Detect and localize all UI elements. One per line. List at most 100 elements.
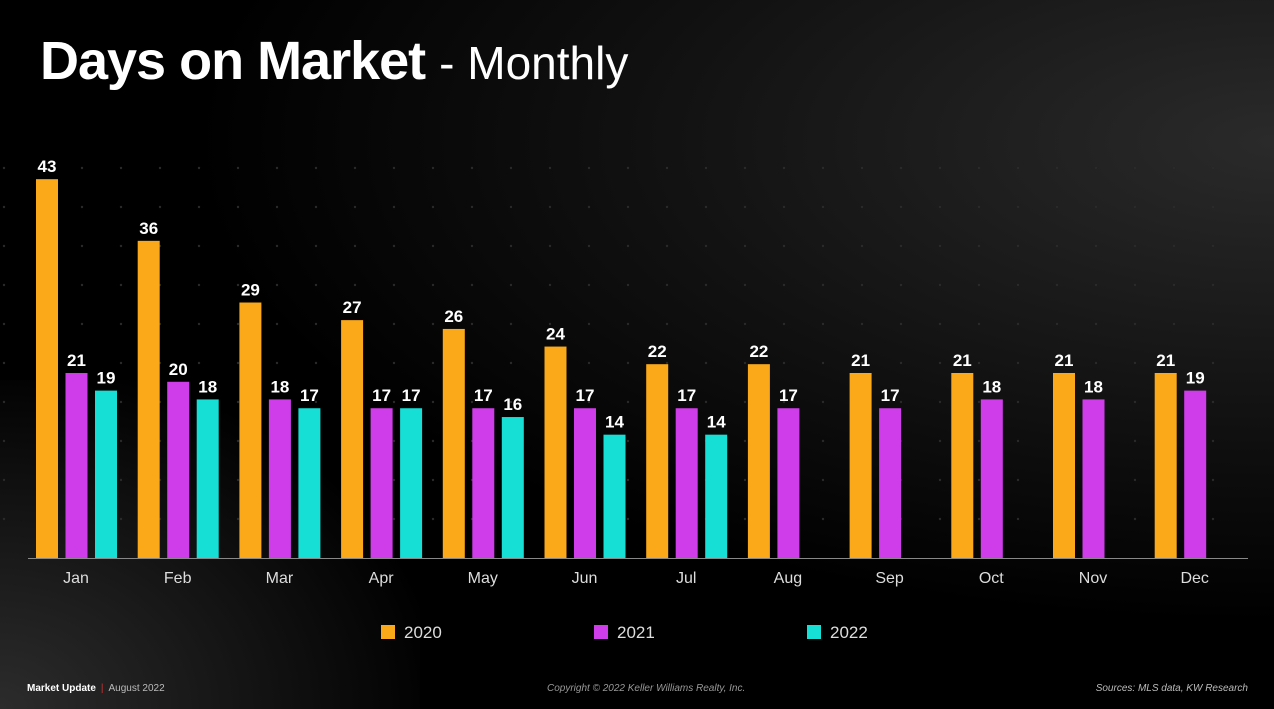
grid-dot [938, 517, 942, 521]
data-label: 21 [851, 351, 870, 370]
grid-dot [1133, 283, 1137, 287]
x-tick-label: Apr [369, 570, 395, 587]
bar-2021-mar [268, 399, 291, 558]
grid-dot [1172, 166, 1176, 170]
grid-dot [938, 400, 942, 404]
bar-2020-jan [36, 179, 58, 559]
grid-dot [704, 205, 708, 209]
grid-dot [782, 283, 786, 287]
grid-dot [2, 400, 6, 404]
grid-dot [1055, 322, 1059, 326]
grid-dot [509, 361, 513, 365]
grid-dot [314, 244, 318, 248]
data-label: 21 [1055, 351, 1074, 370]
x-tick-label: Jul [676, 570, 696, 587]
grid-dot [392, 244, 396, 248]
grid-dot [314, 361, 318, 365]
grid-dot [392, 439, 396, 443]
legend-label-2022: 2022 [830, 623, 868, 642]
grid-dot [431, 439, 435, 443]
grid-dot [2, 478, 6, 482]
grid-dot [899, 283, 903, 287]
grid-dot [119, 283, 123, 287]
grid-dot [509, 244, 513, 248]
grid-dot [197, 244, 201, 248]
grid-dot [938, 478, 942, 482]
grid-dot [353, 205, 357, 209]
grid-dot [80, 283, 84, 287]
bar-2020-apr [341, 320, 364, 558]
legend-label-2020: 2020 [404, 623, 442, 642]
grid-dot [938, 205, 942, 209]
grid-dot [392, 400, 396, 404]
grid-dot [548, 322, 552, 326]
grid-dot [2, 166, 6, 170]
grid-dot [1016, 400, 1020, 404]
grid-dot [392, 283, 396, 287]
grid-dot [431, 478, 435, 482]
grid-dot [782, 244, 786, 248]
grid-dot [821, 478, 825, 482]
grid-dot [1133, 166, 1137, 170]
grid-dot [1094, 283, 1098, 287]
grid-dot [1055, 283, 1059, 287]
grid-dot [197, 283, 201, 287]
bar-2020-mar [239, 302, 262, 558]
grid-dot [1211, 478, 1215, 482]
data-label: 17 [881, 386, 900, 405]
footer-brand: Market Update [27, 683, 96, 694]
grid-dot [1211, 283, 1215, 287]
grid-dot [782, 322, 786, 326]
grid-dot [899, 205, 903, 209]
grid-dot [392, 166, 396, 170]
grid-dot [431, 166, 435, 170]
grid-dot [743, 439, 747, 443]
grid-dot [509, 283, 513, 287]
grid-dot [704, 361, 708, 365]
grid-dot [1211, 244, 1215, 248]
grid-dot [977, 478, 981, 482]
grid-dot [665, 244, 669, 248]
grid-dot [236, 478, 240, 482]
grid-dot [743, 400, 747, 404]
grid-dot [1094, 322, 1098, 326]
grid-dot [431, 517, 435, 521]
footer-date: August 2022 [108, 683, 165, 694]
grid-dot [1055, 166, 1059, 170]
grid-dot [236, 439, 240, 443]
grid-dot [548, 244, 552, 248]
grid-dot [782, 205, 786, 209]
grid-dot [509, 400, 513, 404]
bar-2020-may [442, 328, 465, 558]
data-label: 17 [779, 386, 798, 405]
bar-2020-oct [951, 372, 974, 558]
grid-dot [587, 400, 591, 404]
grid-dot [1172, 322, 1176, 326]
grid-dot [80, 166, 84, 170]
x-tick-label: Oct [979, 570, 1004, 587]
grid-dot [236, 205, 240, 209]
grid-dot [626, 322, 630, 326]
grid-dot [821, 517, 825, 521]
bar-2020-jun [544, 346, 567, 558]
footer-sources: Sources: MLS data, KW Research [1095, 683, 1248, 694]
x-tick-label: Feb [164, 570, 192, 587]
bar-2022-apr [400, 408, 423, 558]
grid-dot [197, 205, 201, 209]
grid-dot [782, 361, 786, 365]
bar-2020-nov [1053, 372, 1075, 558]
data-label: 14 [707, 413, 726, 432]
legend-label-2021: 2021 [617, 623, 655, 642]
grid-dot [587, 322, 591, 326]
grid-dot [821, 283, 825, 287]
grid-dot [1172, 205, 1176, 209]
grid-dot [977, 322, 981, 326]
grid-dot [1016, 478, 1020, 482]
grid-dot [860, 322, 864, 326]
grid-dot [860, 205, 864, 209]
grid-dot [119, 400, 123, 404]
grid-dot [704, 400, 708, 404]
grid-dot [1172, 361, 1176, 365]
footer-left: Market Update | August 2022 [27, 683, 165, 694]
grid-dot [1133, 478, 1137, 482]
